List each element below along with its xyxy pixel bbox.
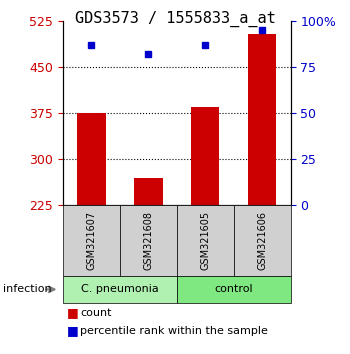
Text: GSM321606: GSM321606 xyxy=(257,211,267,270)
Bar xyxy=(248,34,276,205)
Bar xyxy=(134,178,162,205)
Bar xyxy=(77,113,106,205)
Text: ■: ■ xyxy=(66,325,78,337)
Text: control: control xyxy=(214,284,253,295)
Text: percentile rank within the sample: percentile rank within the sample xyxy=(80,326,268,336)
Text: GSM321608: GSM321608 xyxy=(143,211,153,270)
Text: infection: infection xyxy=(4,284,52,295)
Text: GDS3573 / 1555833_a_at: GDS3573 / 1555833_a_at xyxy=(75,11,275,27)
Text: GSM321605: GSM321605 xyxy=(200,211,210,270)
Text: C. pneumonia: C. pneumonia xyxy=(81,284,159,295)
Text: count: count xyxy=(80,308,112,318)
Text: GSM321607: GSM321607 xyxy=(86,211,97,270)
Text: ■: ■ xyxy=(66,306,78,319)
Bar xyxy=(191,107,219,205)
